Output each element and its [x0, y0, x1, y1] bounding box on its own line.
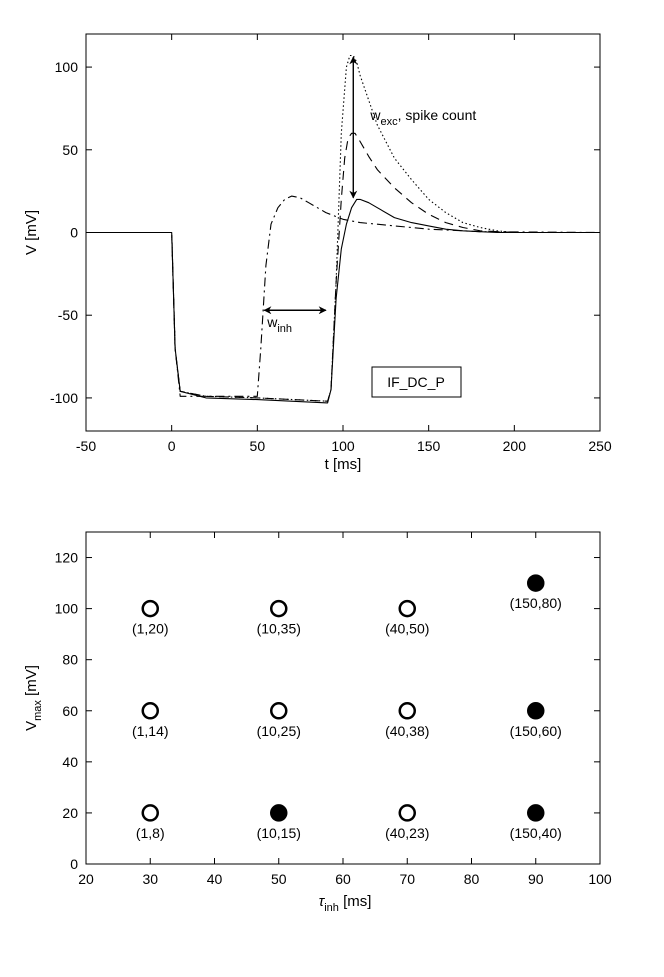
filled-point: [527, 804, 545, 822]
x-tick-label: 40: [207, 871, 223, 887]
point-label: (40,50): [385, 621, 429, 637]
point-label: (1,20): [132, 621, 169, 637]
open-point: [141, 702, 159, 720]
y-tick-label: 60: [62, 703, 78, 719]
x-tick-label: 50: [250, 438, 266, 454]
open-point: [141, 599, 159, 618]
y-tick-label: 100: [55, 601, 79, 617]
x-tick-label: 20: [78, 871, 94, 887]
point-label: (150,60): [510, 723, 562, 739]
x-tick-label: 100: [588, 871, 612, 887]
series-line-dashed: [86, 132, 600, 402]
y-tick-label: 0: [70, 225, 78, 241]
filled-point: [527, 574, 545, 592]
open-point: [398, 599, 416, 618]
x-label-symbol: τ: [319, 893, 326, 910]
x-tick-label: -50: [76, 438, 96, 454]
point-label: (1,14): [132, 723, 169, 739]
point-label: (1,8): [136, 825, 165, 841]
y-label-unit: [mV]: [23, 665, 40, 696]
w-inh-main: w: [266, 314, 278, 330]
point-label: (150,40): [510, 825, 562, 841]
point-label: (40,23): [385, 825, 429, 841]
x-tick-label: 30: [142, 871, 158, 887]
x-tick-label: 200: [503, 438, 527, 454]
x-tick-label: 150: [417, 438, 441, 454]
series-line-dashdot: [86, 195, 601, 397]
x-tick-label: 100: [331, 438, 355, 454]
point-label: (10,25): [257, 723, 301, 739]
open-point: [398, 702, 416, 720]
open-point: [141, 804, 159, 822]
point-label: (40,38): [385, 723, 429, 739]
w-exc-suffix: , spike count: [398, 107, 477, 123]
y-axis-label: Vmax [mV]: [23, 665, 44, 731]
y-tick-label: 100: [55, 59, 79, 75]
y-tick-label: 120: [55, 550, 79, 566]
y-tick-label: 20: [62, 805, 78, 821]
y-axis-label: V [mV]: [23, 210, 40, 255]
x-label-unit: [ms]: [343, 893, 371, 910]
point-label: (10,35): [257, 621, 301, 637]
w-exc-label: wexc, spike count: [369, 107, 476, 128]
filled-point: [527, 702, 545, 720]
x-axis-label: t [ms]: [325, 456, 362, 473]
y-tick-label: -50: [58, 307, 78, 323]
y-tick-label: 0: [70, 856, 78, 872]
x-axis-label: τinh [ms]: [319, 893, 372, 914]
x-tick-label: 60: [335, 871, 351, 887]
x-tick-label: 0: [168, 438, 176, 454]
open-point: [398, 804, 416, 822]
x-tick-label: 80: [464, 871, 480, 887]
legend-box-text: IF_DC_P: [387, 374, 445, 390]
x-tick-label: 70: [399, 871, 415, 887]
x-tick-label: 50: [271, 871, 287, 887]
x-tick-label: 250: [588, 438, 612, 454]
y-label-main: V: [23, 721, 40, 731]
w-inh-label: winh: [266, 314, 292, 335]
legend-box: [371, 366, 462, 398]
w-exc-main: w: [369, 107, 381, 123]
y-tick-label: -100: [50, 390, 78, 406]
w-inh-sub: inh: [277, 323, 292, 335]
point-label: (10,15): [257, 825, 301, 841]
point-label: (150,80): [510, 595, 562, 611]
y-label-sub: max: [32, 700, 44, 721]
y-tick-label: 50: [62, 142, 78, 158]
series-line-dotted: [86, 54, 600, 402]
x-tick-label: 90: [528, 871, 544, 887]
w-exc-sub: exc: [381, 116, 399, 128]
y-tick-label: 80: [62, 652, 78, 668]
series-line-solid: [86, 198, 600, 404]
y-tick-label: 40: [62, 754, 78, 770]
plot-frame: [85, 531, 601, 865]
open-point: [270, 702, 288, 720]
x-label-sub: inh: [324, 902, 339, 914]
open-point: [270, 599, 288, 618]
filled-point: [270, 804, 288, 822]
voltage-trace-chart: -50 0 50 100 150 200 250 -100 -50 0 50 100 t [ms] V […: [23, 33, 612, 473]
